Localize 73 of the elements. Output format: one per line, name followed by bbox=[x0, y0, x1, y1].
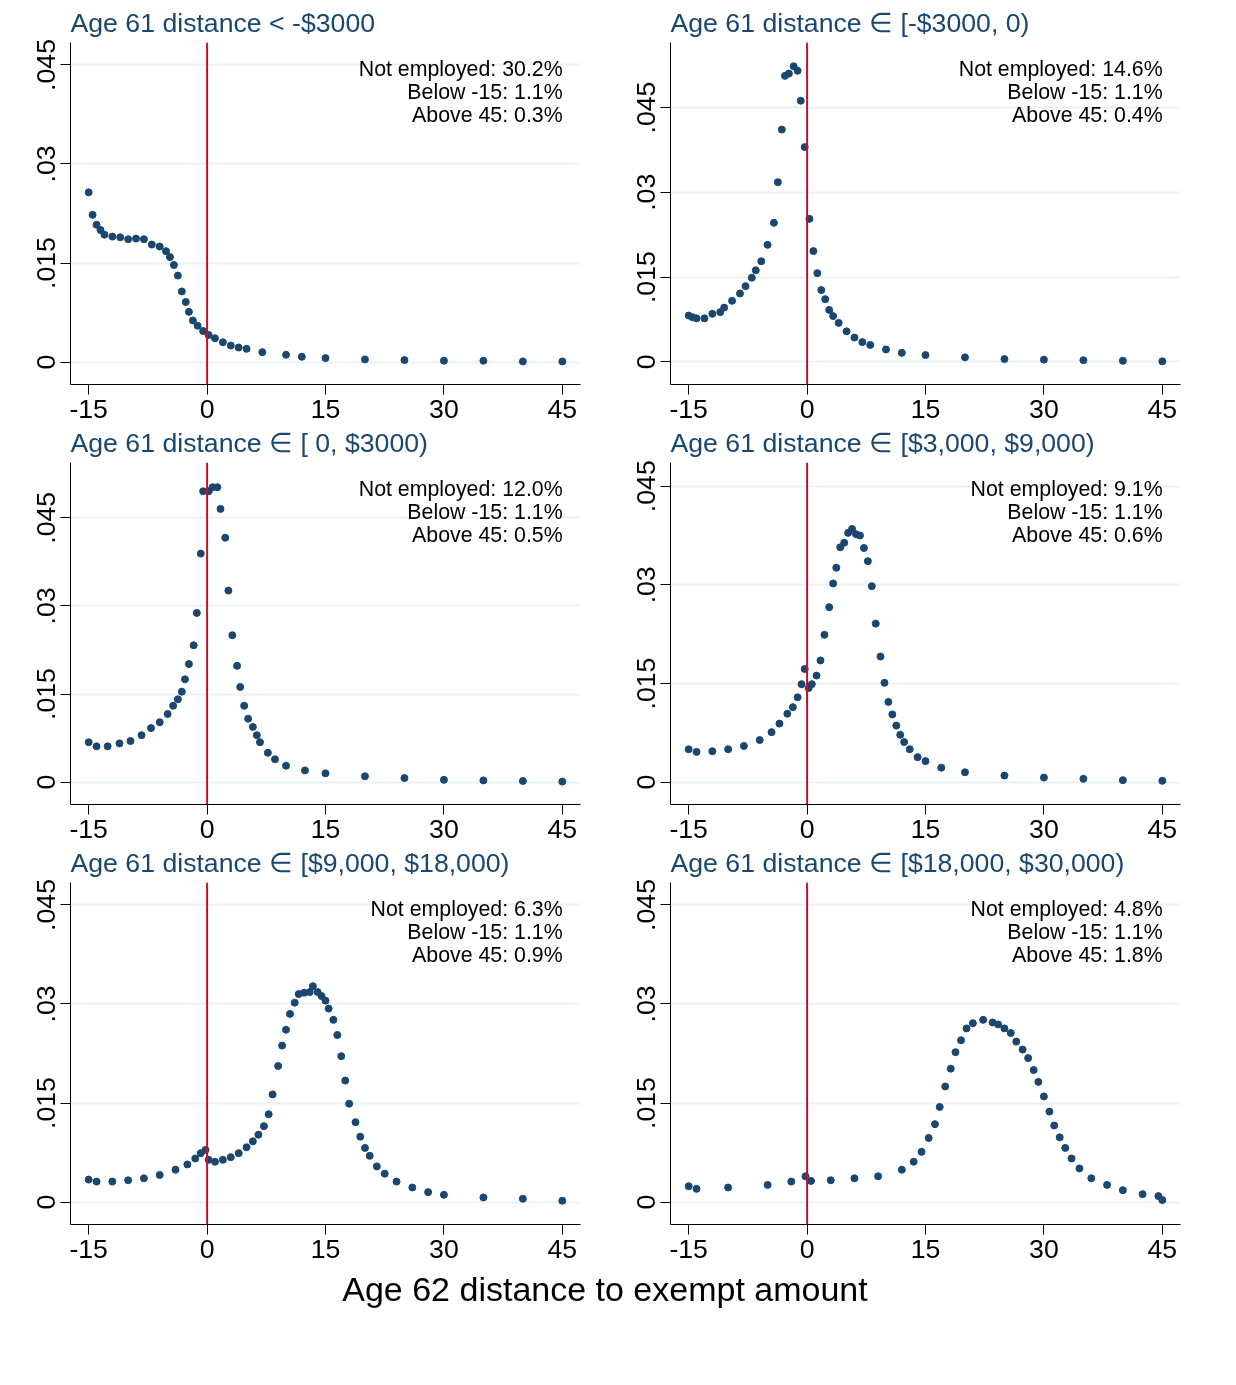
x-tick-label: 30 bbox=[429, 393, 459, 424]
y-tick-label: 0 bbox=[31, 354, 62, 370]
chart-title: Age 61 distance ∈ [-$3000, 0) bbox=[670, 7, 1030, 38]
annotation: Not employed: 9.1% bbox=[970, 476, 1163, 501]
chart-title: Age 61 distance ∈ [$9,000, $18,000) bbox=[70, 847, 510, 878]
x-tick-label: 0 bbox=[199, 393, 215, 424]
x-tick-label: -15 bbox=[69, 1233, 108, 1264]
x-axis-title: Age 62 distance to exempt amount bbox=[342, 1269, 868, 1310]
y-tick-label: .045 bbox=[631, 81, 662, 134]
y-tick-label: .03 bbox=[631, 985, 662, 1023]
annotation: Above 45: 0.6% bbox=[1012, 522, 1163, 547]
annotation: Above 45: 0.4% bbox=[1012, 102, 1163, 127]
x-tick-label: 45 bbox=[1147, 1233, 1178, 1264]
y-tick-label: .03 bbox=[31, 985, 62, 1023]
chart-title: Age 61 distance ∈ [ 0, $3000) bbox=[70, 427, 428, 458]
x-tick-label: -15 bbox=[69, 813, 108, 844]
x-tick-label: 0 bbox=[799, 813, 815, 844]
chart-title: Age 61 distance < -$3000 bbox=[70, 7, 376, 38]
x-tick-label: 15 bbox=[310, 393, 341, 424]
y-tick-label: .045 bbox=[631, 460, 662, 513]
x-tick-label: -15 bbox=[669, 393, 708, 424]
x-tick-label: 45 bbox=[547, 393, 578, 424]
y-tick-label: .015 bbox=[31, 237, 62, 289]
x-tick-label: 30 bbox=[429, 1233, 459, 1264]
x-tick-label: 45 bbox=[547, 1233, 578, 1264]
chart-title: Age 61 distance ∈ [$18,000, $30,000) bbox=[670, 847, 1125, 878]
y-tick-label: 0 bbox=[31, 1194, 62, 1210]
x-tick-label: 45 bbox=[547, 813, 578, 844]
y-tick-label: .015 bbox=[631, 1077, 662, 1129]
y-tick-label: .015 bbox=[31, 668, 62, 720]
y-tick-label: .03 bbox=[631, 566, 662, 604]
x-tick-label: 15 bbox=[310, 813, 341, 844]
y-tick-label: 0 bbox=[631, 1194, 662, 1210]
y-tick-label: .03 bbox=[31, 587, 62, 625]
annotation: Not employed: 14.6% bbox=[958, 56, 1163, 81]
x-tick-label: 15 bbox=[910, 1233, 941, 1264]
y-tick-label: .015 bbox=[31, 1077, 62, 1129]
annotation: Above 45: 0.3% bbox=[412, 102, 563, 127]
x-tick-label: 0 bbox=[199, 1233, 215, 1264]
x-tick-label: 0 bbox=[799, 1233, 815, 1264]
x-tick-label: 30 bbox=[1029, 1233, 1059, 1264]
x-tick-label: 15 bbox=[910, 813, 941, 844]
y-tick-label: .03 bbox=[31, 145, 62, 183]
x-tick-label: 15 bbox=[910, 393, 941, 424]
x-tick-label: 45 bbox=[1147, 813, 1178, 844]
y-tick-label: .045 bbox=[31, 491, 62, 544]
annotation: Above 45: 0.9% bbox=[412, 942, 563, 967]
x-tick-label: 45 bbox=[1147, 393, 1178, 424]
x-tick-label: -15 bbox=[669, 813, 708, 844]
annotation: Not employed: 30.2% bbox=[358, 56, 563, 81]
x-tick-label: 0 bbox=[199, 813, 215, 844]
annotation: Above 45: 0.5% bbox=[412, 522, 563, 547]
y-tick-label: 0 bbox=[631, 354, 662, 370]
chart-title: Age 61 distance ∈ [$3,000, $9,000) bbox=[670, 427, 1095, 458]
y-tick-label: .03 bbox=[631, 173, 662, 211]
x-tick-label: -15 bbox=[69, 393, 108, 424]
y-tick-label: .045 bbox=[631, 879, 662, 931]
x-tick-label: 15 bbox=[310, 1233, 341, 1264]
y-tick-label: .015 bbox=[631, 251, 662, 304]
annotation: Not employed: 6.3% bbox=[370, 896, 563, 921]
x-tick-label: 30 bbox=[1029, 813, 1059, 844]
y-tick-label: .045 bbox=[31, 39, 62, 91]
y-tick-label: .015 bbox=[631, 657, 662, 710]
x-tick-label: -15 bbox=[669, 1233, 708, 1264]
annotation: Above 45: 1.8% bbox=[1012, 942, 1163, 967]
x-tick-label: 30 bbox=[1029, 393, 1059, 424]
annotation: Not employed: 12.0% bbox=[358, 476, 563, 501]
y-tick-label: 0 bbox=[31, 774, 62, 790]
x-tick-label: 0 bbox=[799, 393, 815, 424]
annotation: Not employed: 4.8% bbox=[970, 896, 1163, 921]
y-tick-label: 0 bbox=[631, 774, 662, 790]
x-tick-label: 30 bbox=[429, 813, 459, 844]
y-tick-label: .045 bbox=[31, 879, 62, 931]
